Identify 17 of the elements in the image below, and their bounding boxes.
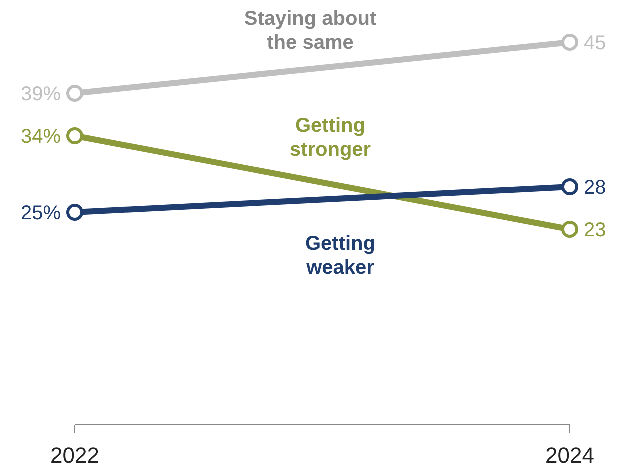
series-label: Staying about the same bbox=[244, 8, 377, 54]
data-label: 25% bbox=[20, 202, 62, 224]
point bbox=[66, 128, 84, 144]
point bbox=[66, 85, 84, 102]
data-label: 23 bbox=[584, 220, 606, 242]
point bbox=[562, 178, 578, 196]
data-label: 39% bbox=[20, 84, 62, 106]
point bbox=[66, 204, 84, 221]
x-tick-label: 2024 bbox=[546, 443, 594, 468]
data-label: 28 bbox=[584, 177, 606, 199]
series-label: Getting weaker bbox=[306, 232, 376, 279]
point bbox=[562, 34, 578, 51]
data-label: 45 bbox=[584, 32, 606, 54]
x-tick-label: 2022 bbox=[50, 443, 100, 468]
series-label: Getting stronger bbox=[290, 114, 372, 161]
data-label: 34% bbox=[20, 126, 62, 148]
point bbox=[562, 221, 578, 238]
